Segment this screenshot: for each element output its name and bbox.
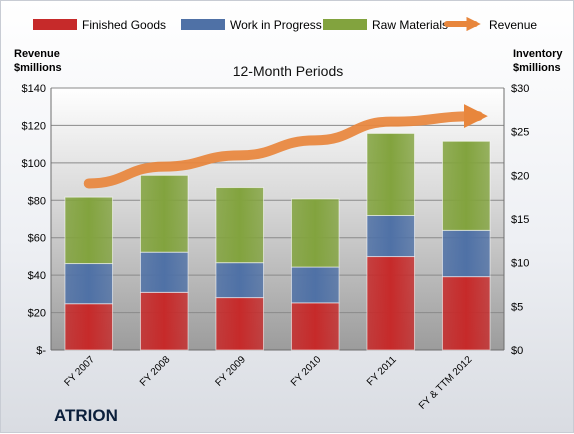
left-tick-label: $-	[36, 345, 46, 357]
left-axis-title-line1: Revenue	[14, 48, 60, 60]
right-axis-title: Inventory $millions	[513, 47, 563, 75]
left-axis-title: Revenue $millions	[14, 47, 62, 75]
bar-raw-materials	[139, 174, 189, 253]
right-tick-label: $10	[511, 258, 529, 270]
bar-raw-materials	[290, 198, 340, 268]
right-tick-label: $15	[511, 214, 529, 226]
plot-area	[51, 88, 504, 350]
bar-raw-materials	[366, 132, 416, 217]
bar-work-in-progress	[366, 215, 416, 258]
x-tick-label: FY 2007	[62, 354, 97, 389]
left-tick-label: $100	[22, 158, 46, 170]
bar-finished-goods	[139, 291, 189, 351]
x-tick-label: FY & TTM 2012	[417, 354, 475, 412]
legend-label-raw-materials: Raw Materials	[372, 18, 448, 32]
left-tick-label: $80	[28, 195, 46, 207]
legend-label-finished-goods: Finished Goods	[82, 18, 166, 32]
legend-label-work-in-progress: Work in Progress	[230, 18, 322, 32]
legend-swatch-finished-goods	[33, 19, 77, 30]
legend-swatch-raw-materials	[323, 19, 367, 30]
bar-work-in-progress	[441, 229, 491, 278]
x-tick-label: FY 2011	[365, 354, 399, 388]
legend-swatch-work-in-progress	[181, 19, 225, 30]
bar-work-in-progress	[64, 263, 114, 305]
bar-finished-goods	[366, 256, 416, 351]
bar-work-in-progress	[215, 262, 265, 299]
x-tick-label: FY 2009	[213, 354, 248, 389]
bar-raw-materials	[215, 187, 265, 264]
left-tick-label: $40	[28, 270, 46, 282]
right-tick-label: $0	[511, 345, 523, 357]
bar-work-in-progress	[139, 251, 189, 293]
company-name: ATRION	[54, 406, 118, 425]
right-tick-label: $5	[511, 301, 523, 313]
left-tick-label: $60	[28, 233, 46, 245]
left-axis-title-line2: $millions	[14, 62, 62, 74]
left-tick-label: $140	[22, 83, 46, 95]
revenue-line	[83, 104, 488, 189]
bar-finished-goods	[215, 297, 265, 351]
chart-subtitle: 12-Month Periods	[232, 63, 344, 79]
left-tick-label: $20	[28, 308, 46, 320]
right-tick-label: $25	[511, 127, 529, 139]
bar-finished-goods	[64, 303, 114, 351]
right-axis-title-line1: Inventory	[513, 48, 563, 60]
bar-work-in-progress	[290, 266, 340, 304]
right-tick-label: $20	[511, 170, 529, 182]
bar-raw-materials	[441, 140, 491, 231]
right-axis-title-line2: $millions	[513, 62, 561, 74]
x-tick-label: FY 2008	[138, 354, 173, 389]
bar-raw-materials	[64, 196, 114, 265]
legend-label-revenue: Revenue	[489, 18, 537, 32]
x-tick-label: FY 2010	[289, 354, 324, 389]
bar-finished-goods	[290, 302, 340, 351]
bar-finished-goods	[441, 276, 491, 351]
left-tick-label: $120	[22, 120, 46, 132]
right-tick-label: $30	[511, 83, 529, 95]
